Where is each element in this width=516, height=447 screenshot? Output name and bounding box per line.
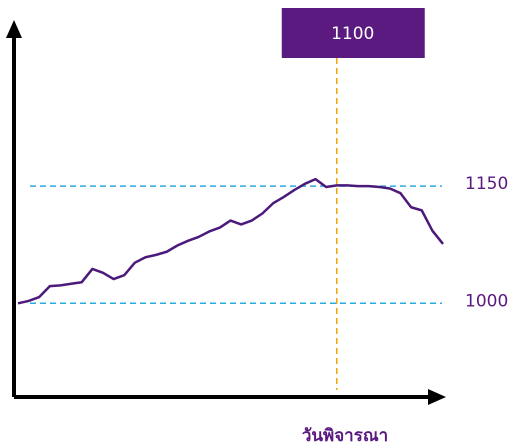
reference-label: 1150 [465,174,508,194]
reference-label: 1000 [465,291,508,311]
marker-label: 1100 [331,24,374,44]
marker-label-box [281,8,425,58]
y-axis-arrow [6,20,22,38]
x-axis-arrow [428,389,446,405]
data-line [17,177,444,305]
x-axis-label: วันพิจารณา [302,426,388,446]
